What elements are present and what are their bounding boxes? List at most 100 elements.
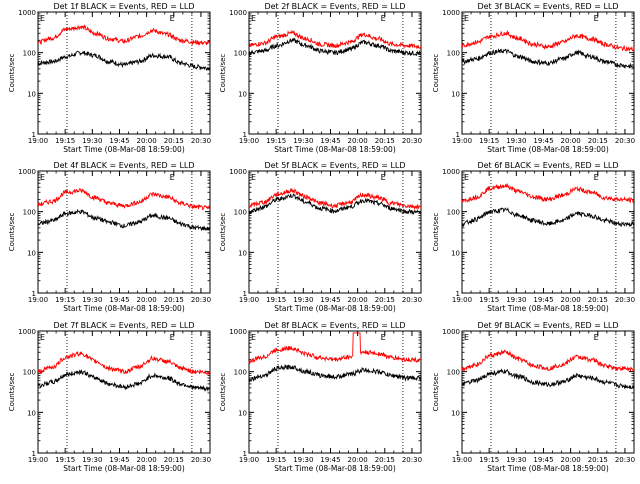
- y-axis-label: Counts/sec: [8, 213, 16, 252]
- x-tick-label: 19:15: [479, 137, 499, 145]
- y-tick-label: 1: [456, 290, 460, 298]
- x-tick-label: 20:15: [375, 296, 395, 304]
- x-tick-label: 19:45: [533, 296, 553, 304]
- x-tick-label: 20:15: [375, 456, 395, 464]
- x-tick-label: 20:30: [191, 296, 211, 304]
- panel-det-8f: Det 8f BLACK = Events, RED = LLD 1 10 100 10…: [219, 321, 422, 473]
- x-tick-label: 19:00: [28, 137, 48, 145]
- y-tick-label: 1: [243, 450, 247, 458]
- x-tick-label: 19:30: [293, 296, 313, 304]
- series-line-events: [248, 37, 422, 57]
- y-tick-label: 1: [243, 131, 247, 139]
- x-tick-label: 19:30: [82, 137, 102, 145]
- panel-det-4f: Det 4f BLACK = Events, RED = LLD 1 10 100 10…: [8, 161, 211, 313]
- marker-label-right: E: [594, 173, 599, 182]
- panel-title: Det 2f BLACK = Events, RED = LLD: [264, 2, 405, 11]
- panel-title: Det 9f BLACK = Events, RED = LLD: [477, 321, 618, 330]
- panel-title: Det 8f BLACK = Events, RED = LLD: [264, 321, 405, 330]
- panel-title: Det 5f BLACK = Events, RED = LLD: [264, 161, 405, 170]
- x-tick-label: 19:30: [506, 137, 526, 145]
- x-tick-label: 20:30: [402, 456, 422, 464]
- series-line-events: [248, 363, 421, 383]
- x-axis-label: Start Time (08-Mar-08 18:59:00): [274, 464, 396, 473]
- y-tick-label: 100: [23, 369, 36, 377]
- series-line-events: [248, 193, 422, 215]
- y-tick-label: 1000: [229, 9, 247, 17]
- y-axis-label: Counts/sec: [219, 373, 227, 412]
- x-tick-label: 19:15: [479, 296, 499, 304]
- marker-label-left: E: [40, 173, 45, 182]
- panel-det-7f: Det 7f BLACK = Events, RED = LLD 1 10 100 10…: [8, 321, 211, 473]
- x-axis-label: Start Time (08-Mar-08 18:59:00): [274, 145, 396, 154]
- panel-det-6f: Det 6f BLACK = Events, RED = LLD 1 10 100 10…: [432, 161, 635, 313]
- x-tick-label: 19:45: [533, 456, 553, 464]
- marker-label-right: E: [381, 173, 386, 182]
- marker-label-left: E: [251, 173, 256, 182]
- plot-frame: [248, 330, 422, 454]
- x-tick-label: 19:30: [82, 456, 102, 464]
- x-tick-label: 19:30: [506, 296, 526, 304]
- y-tick-label: 1000: [442, 9, 460, 17]
- marker-label-right: E: [381, 14, 386, 23]
- series-line-lld: [461, 349, 635, 372]
- series-line-lld: [37, 24, 211, 47]
- plot-frame: [37, 330, 211, 454]
- x-tick-label: 20:15: [375, 137, 395, 145]
- series-line-lld: [248, 187, 422, 211]
- y-tick-label: 100: [234, 209, 247, 217]
- y-axis-label: Counts/sec: [432, 213, 440, 252]
- y-tick-label: 100: [447, 50, 460, 58]
- x-tick-label: 20:15: [164, 456, 184, 464]
- x-tick-label: 19:00: [28, 296, 48, 304]
- y-axis-label: Counts/sec: [8, 54, 16, 93]
- panel-title: Det 3f BLACK = Events, RED = LLD: [477, 2, 618, 11]
- panel-det-2f: Det 2f BLACK = Events, RED = LLD 1 10 100 10…: [219, 2, 422, 154]
- x-tick-label: 19:15: [266, 137, 286, 145]
- series-line-events: [461, 368, 635, 390]
- panel-title: Det 7f BLACK = Events, RED = LLD: [53, 321, 194, 330]
- y-tick-label: 1000: [442, 328, 460, 336]
- y-tick-label: 100: [23, 209, 36, 217]
- series-line-events: [37, 50, 210, 71]
- x-tick-label: 20:00: [561, 456, 581, 464]
- y-tick-label: 1: [243, 290, 247, 298]
- plot-frame: [248, 11, 422, 135]
- panel-det-5f: Det 5f BLACK = Events, RED = LLD 1 10 100 10…: [219, 161, 422, 313]
- x-tick-label: 19:15: [55, 137, 75, 145]
- y-tick-label: 1000: [229, 328, 247, 336]
- x-tick-label: 19:30: [82, 296, 102, 304]
- x-tick-label: 20:30: [402, 137, 422, 145]
- marker-label-left: E: [464, 14, 469, 23]
- marker-label-left: E: [464, 333, 469, 342]
- x-tick-label: 20:30: [615, 456, 635, 464]
- x-tick-label: 20:00: [137, 137, 157, 145]
- x-tick-label: 19:45: [320, 456, 340, 464]
- y-axis-label: Counts/sec: [432, 54, 440, 93]
- marker-label-right: E: [381, 333, 386, 342]
- series-line-lld: [461, 29, 635, 52]
- x-tick-label: 19:15: [266, 296, 286, 304]
- y-axis-label: Counts/sec: [219, 54, 227, 93]
- x-tick-label: 20:00: [348, 296, 368, 304]
- x-tick-label: 20:15: [164, 137, 184, 145]
- x-tick-label: 20:00: [137, 296, 157, 304]
- series-line-lld: [37, 188, 211, 211]
- x-tick-label: 19:15: [266, 456, 286, 464]
- x-tick-label: 19:45: [109, 137, 129, 145]
- plot-frame: [461, 170, 635, 294]
- x-tick-label: 20:30: [615, 296, 635, 304]
- y-axis-label: Counts/sec: [8, 373, 16, 412]
- series-line-lld: [461, 182, 635, 204]
- plot-frame: [248, 170, 422, 294]
- panel-det-9f: Det 9f BLACK = Events, RED = LLD 1 10 100 10…: [432, 321, 635, 473]
- y-tick-label: 100: [234, 369, 247, 377]
- x-tick-label: 19:45: [320, 137, 340, 145]
- panel-title: Det 4f BLACK = Events, RED = LLD: [53, 161, 194, 170]
- panel-det-1f: Det 1f BLACK = Events, RED = LLD 1 10 100 10…: [8, 2, 211, 154]
- panel-title: Det 1f BLACK = Events, RED = LLD: [53, 2, 194, 11]
- x-axis-label: Start Time (08-Mar-08 18:59:00): [487, 145, 609, 154]
- y-tick-label: 10: [27, 90, 36, 98]
- x-tick-label: 19:45: [320, 296, 340, 304]
- marker-label-right: E: [594, 14, 599, 23]
- y-tick-label: 10: [27, 409, 36, 417]
